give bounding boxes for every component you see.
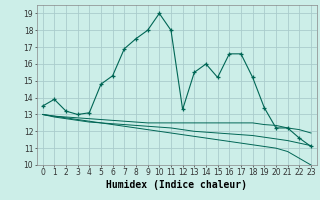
X-axis label: Humidex (Indice chaleur): Humidex (Indice chaleur) [106,180,247,190]
